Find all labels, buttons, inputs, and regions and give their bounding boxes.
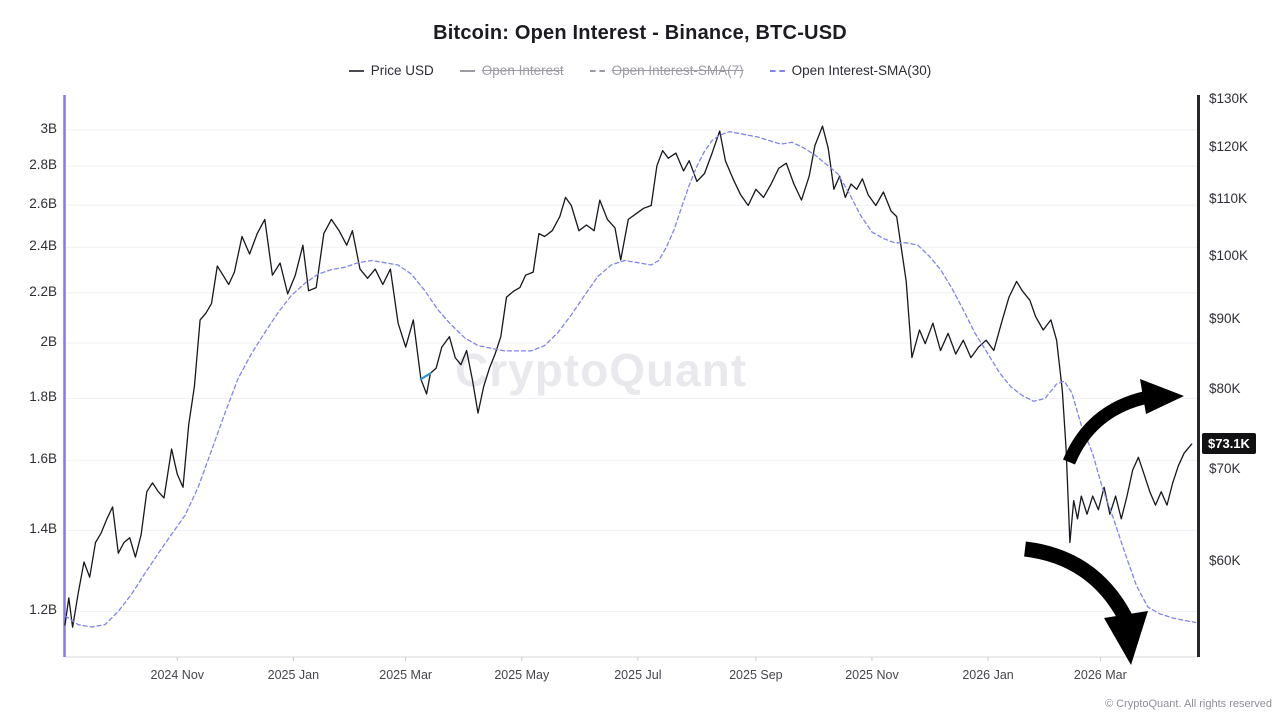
- legend-label: Price USD: [370, 63, 434, 78]
- price-usd-line-icon: [348, 69, 364, 72]
- chart-plot-area[interactable]: [65, 95, 1196, 657]
- legend-item-open-interest[interactable]: Open Interest: [459, 63, 564, 78]
- legend-label: Open Interest: [481, 63, 564, 78]
- legend-item-price-usd[interactable]: Price USD: [348, 63, 434, 78]
- open-interest-sma30-line-icon: [769, 69, 785, 72]
- legend-label: Open Interest-SMA(7): [611, 63, 744, 78]
- legend-label: Open Interest-SMA(30): [791, 63, 932, 78]
- teal-highlight-segment: [419, 372, 432, 381]
- down-right-arrow-head-icon: [1104, 611, 1148, 665]
- legend-item-open-interest-sma30[interactable]: Open Interest-SMA(30): [769, 63, 932, 78]
- series-price-usd: [64, 125, 1193, 628]
- cryptoquant-watermark: CryptoQuant: [455, 343, 747, 397]
- open-interest-line-icon: [459, 69, 475, 72]
- chart-legend: Price USD Open Interest Open Interest-SM…: [0, 63, 1280, 78]
- last-price-badge: $73.1K: [1202, 433, 1256, 455]
- open-interest-sma7-line-icon: [589, 69, 605, 72]
- up-right-arrow-body: [1062, 390, 1150, 465]
- page-title: Bitcoin: Open Interest - Binance, BTC-US…: [433, 22, 847, 44]
- legend-item-open-interest-sma7[interactable]: Open Interest-SMA(7): [589, 63, 744, 78]
- copyright-text: © CryptoQuant. All rights reserved: [1104, 698, 1272, 710]
- up-right-arrow-head-icon: [1140, 379, 1184, 414]
- down-right-arrow-body: [1023, 541, 1132, 621]
- series-open-interest-sma-30-: [64, 131, 1197, 628]
